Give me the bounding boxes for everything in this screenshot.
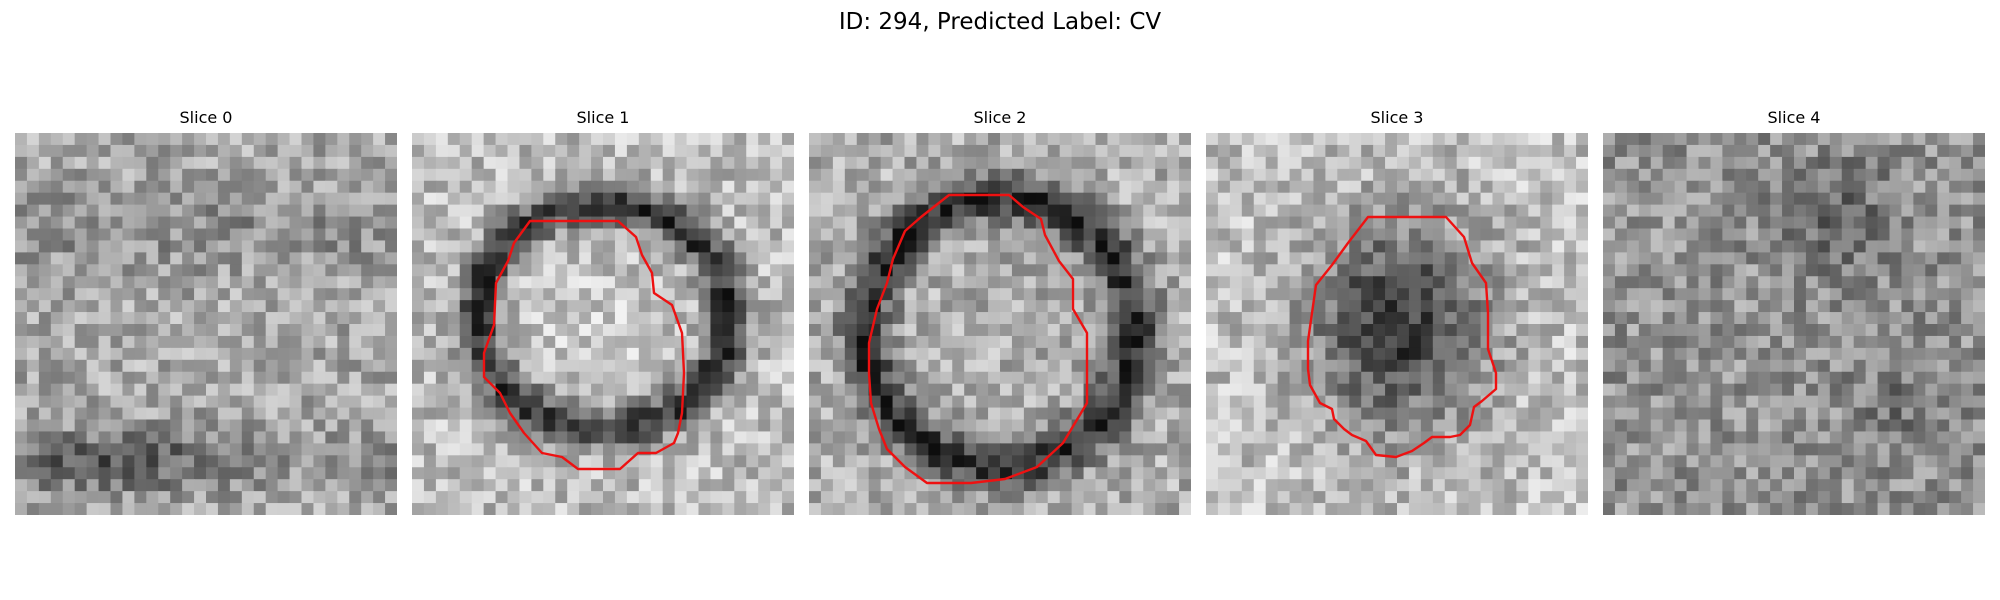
- slice-panel-4: Slice 4: [1603, 107, 1985, 515]
- pixel-grid: [1206, 133, 1588, 515]
- slice-title-3: Slice 3: [1370, 108, 1424, 127]
- slice-title-4: Slice 4: [1767, 108, 1821, 127]
- pixel-grid: [809, 133, 1191, 515]
- slice-title-2: Slice 2: [973, 108, 1027, 127]
- slice-image-0: [15, 133, 397, 515]
- slice-panel-3: Slice 3: [1206, 107, 1588, 515]
- segmentation-contour: [1306, 215, 1498, 459]
- slice-title-1: Slice 1: [576, 108, 630, 127]
- slice-image-4: [1603, 133, 1985, 515]
- slice-panel-2: Slice 2: [809, 107, 1191, 515]
- segmentation-contour: [867, 193, 1089, 485]
- slice-panel-0: Slice 0: [15, 107, 397, 515]
- segmentation-contour: [482, 219, 686, 471]
- slice-panel-1: Slice 1: [412, 107, 794, 515]
- pixel-grid: [15, 133, 397, 515]
- pixel-grid: [412, 133, 794, 515]
- slice-image-3: [1206, 133, 1588, 515]
- slice-title-0: Slice 0: [179, 108, 233, 127]
- slice-image-1: [412, 133, 794, 515]
- pixel-grid: [1603, 133, 1985, 515]
- slice-image-2: [809, 133, 1191, 515]
- figure-title: ID: 294, Predicted Label: CV: [838, 9, 1162, 35]
